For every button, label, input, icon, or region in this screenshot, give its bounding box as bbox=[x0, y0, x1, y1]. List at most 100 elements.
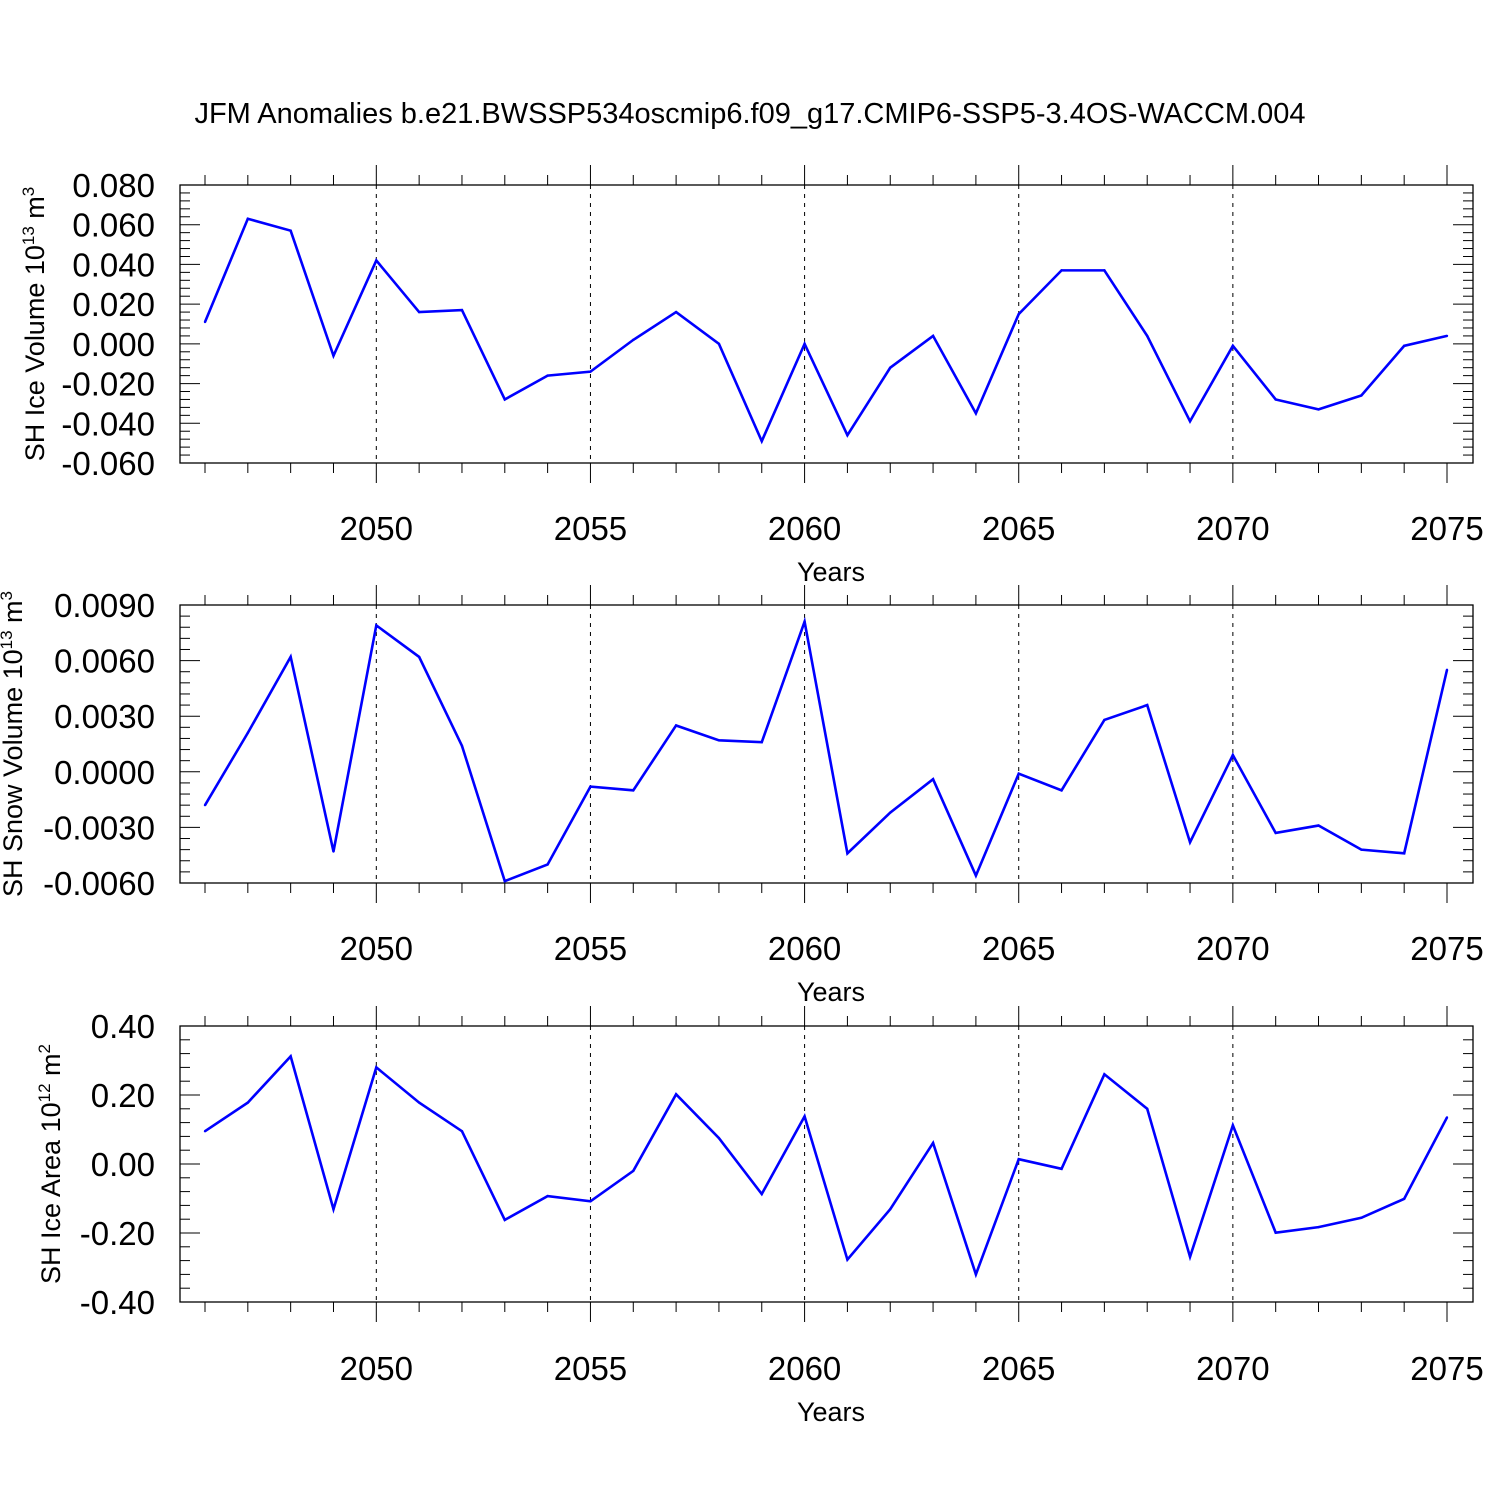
y-axis-title-part: SH Ice Area 10 bbox=[36, 1102, 66, 1284]
data-point bbox=[417, 655, 421, 659]
data-point bbox=[1188, 420, 1192, 423]
data-point bbox=[1103, 1073, 1106, 1076]
y-axis-title-part: SH Ice Volume 10 bbox=[20, 245, 50, 461]
series-line bbox=[203, 217, 1448, 445]
data-point bbox=[1188, 841, 1192, 844]
data-point bbox=[632, 338, 635, 342]
data-point bbox=[546, 1194, 549, 1198]
data-point bbox=[632, 1169, 635, 1173]
data-point bbox=[1445, 1116, 1449, 1119]
y-axis-title: SH Snow Volume 1013 m3 bbox=[0, 591, 28, 897]
y-tick-label: 0.0000 bbox=[54, 754, 155, 791]
data-point bbox=[1060, 789, 1063, 792]
data-point bbox=[460, 1130, 464, 1133]
y-tick-label: 0.00 bbox=[91, 1146, 155, 1183]
data-point bbox=[846, 852, 849, 855]
y-tick-label: 0.040 bbox=[72, 246, 155, 283]
data-point bbox=[760, 740, 763, 744]
data-point bbox=[203, 803, 207, 807]
data-point bbox=[289, 1055, 292, 1058]
x-tick-label: 2075 bbox=[1410, 510, 1483, 547]
plot-frame bbox=[179, 604, 1474, 884]
data-point bbox=[589, 370, 592, 373]
y-axis-title-superscript: 3 bbox=[19, 187, 38, 196]
data-point bbox=[1017, 1157, 1020, 1161]
data-point bbox=[503, 1218, 506, 1222]
data-point bbox=[589, 1200, 592, 1203]
data-point bbox=[460, 308, 464, 312]
data-point bbox=[1231, 1124, 1235, 1127]
data-point bbox=[1274, 398, 1277, 401]
y-tick-label: -0.020 bbox=[61, 366, 155, 403]
data-point bbox=[1445, 334, 1449, 338]
data-point bbox=[1360, 848, 1363, 851]
y-tick-label: 0.40 bbox=[91, 1008, 155, 1045]
data-point bbox=[1017, 772, 1020, 775]
data-point bbox=[717, 1136, 721, 1140]
y-tick-label: 0.0090 bbox=[54, 587, 155, 624]
data-point bbox=[203, 1130, 207, 1133]
y-tick-label: 0.020 bbox=[72, 286, 155, 323]
y-axis-title: SH Ice Volume 1013 m3 bbox=[19, 187, 50, 462]
data-point bbox=[1231, 753, 1235, 757]
x-tick-label: 2060 bbox=[768, 1350, 841, 1387]
y-axis-title-superscript: 3 bbox=[0, 591, 16, 600]
y-axis-title-part: m bbox=[0, 600, 28, 630]
x-tick-label: 2075 bbox=[1410, 1350, 1483, 1387]
data-point bbox=[289, 229, 292, 232]
x-tick-label: 2060 bbox=[768, 510, 841, 547]
data-point bbox=[846, 434, 849, 437]
data-point bbox=[760, 439, 763, 443]
data-point bbox=[1103, 269, 1106, 272]
y-tick-label: -0.0060 bbox=[43, 865, 155, 902]
data-point bbox=[931, 778, 935, 781]
data-point bbox=[1317, 408, 1320, 411]
data-point bbox=[974, 1273, 978, 1276]
x-tick-label: 2065 bbox=[982, 510, 1055, 547]
data-point bbox=[1188, 1255, 1192, 1259]
x-tick-label: 2070 bbox=[1196, 510, 1269, 547]
x-axis-title: Years bbox=[797, 977, 865, 1007]
y-tick-label: -0.20 bbox=[80, 1215, 155, 1252]
data-point bbox=[332, 850, 335, 853]
chart-panel-2: 2050 2055 2060 2065 2070 2075 0.0090 0.0060 0.00… bbox=[0, 585, 1484, 1007]
y-tick-label: -0.060 bbox=[61, 445, 155, 482]
chart-panel-3: 2050 2055 2060 2065 2070 2075 0.40 0.20 0.00 -0.2… bbox=[35, 1006, 1484, 1427]
x-tick-label: 2055 bbox=[554, 510, 627, 547]
y-tick-label: -0.0030 bbox=[43, 809, 155, 846]
data-point bbox=[1060, 1167, 1063, 1171]
data-point bbox=[1445, 668, 1449, 672]
data-point bbox=[417, 1101, 421, 1104]
y-tick-label: 0.080 bbox=[72, 167, 155, 204]
x-tick-label: 2065 bbox=[982, 1350, 1055, 1387]
chart-panel-1: 2050 2055 2060 2065 2070 20750.0800.0600.0400… bbox=[19, 165, 1484, 587]
x-tick-label: 2060 bbox=[768, 930, 841, 967]
x-axis-title: Years bbox=[797, 1397, 865, 1427]
y-axis-title-part: m bbox=[36, 1053, 66, 1083]
data-point bbox=[674, 724, 678, 727]
data-point bbox=[803, 342, 806, 346]
data-point bbox=[931, 334, 935, 338]
data-point bbox=[289, 655, 292, 659]
y-axis-title-part: SH Snow Volume 10 bbox=[0, 649, 28, 897]
figure-title: JFM Anomalies b.e21.BWSSP534oscmip6.f09_… bbox=[194, 98, 1306, 130]
data-point bbox=[889, 1207, 892, 1211]
series-line bbox=[203, 616, 1449, 883]
x-tick-label: 2050 bbox=[340, 1350, 413, 1387]
plot-frame bbox=[179, 1025, 1474, 1303]
data-point bbox=[332, 354, 335, 357]
data-point bbox=[760, 1192, 763, 1196]
data-point bbox=[717, 739, 721, 742]
y-axis-title-superscript: 12 bbox=[35, 1083, 54, 1102]
x-tick-label: 2050 bbox=[340, 930, 413, 967]
y-tick-label: 0.000 bbox=[72, 326, 155, 363]
data-point bbox=[1103, 718, 1106, 722]
data-point bbox=[931, 1141, 935, 1145]
data-point bbox=[589, 785, 592, 788]
data-point bbox=[974, 874, 978, 877]
y-axis-title-superscript: 13 bbox=[19, 226, 38, 245]
data-point bbox=[246, 731, 250, 735]
data-point bbox=[632, 789, 635, 792]
y-axis-title-part: m bbox=[20, 196, 50, 226]
data-point bbox=[246, 1101, 250, 1104]
